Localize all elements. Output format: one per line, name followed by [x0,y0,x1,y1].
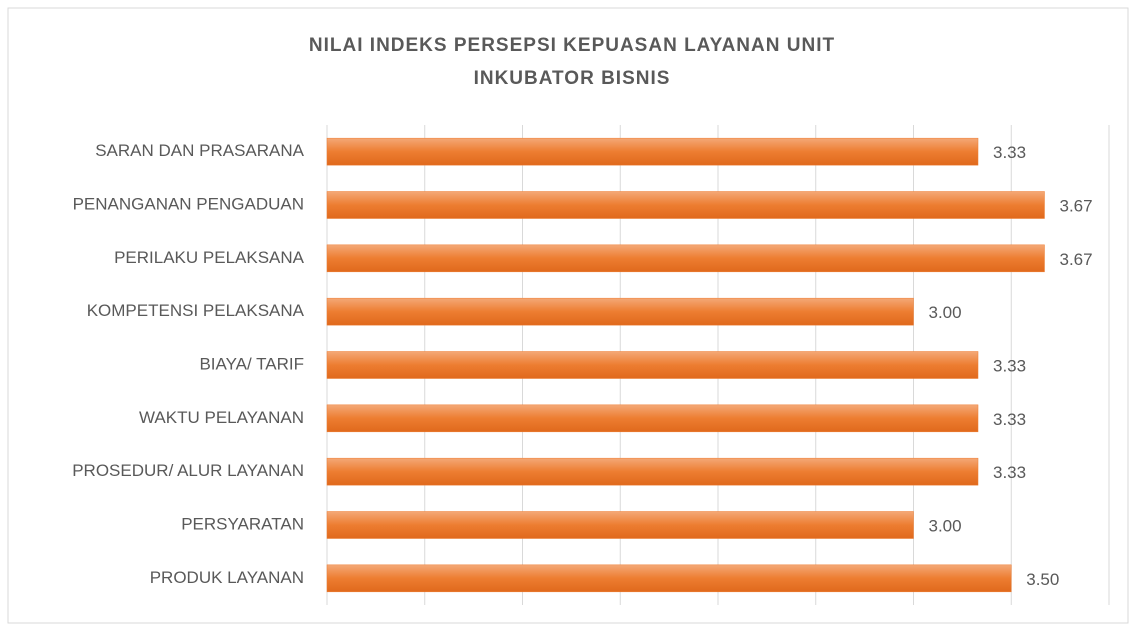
data-label: 3.67 [1059,196,1092,215]
chart-title: INKUBATOR BISNIS [474,68,671,89]
data-label: 3.67 [1059,250,1092,269]
bar [326,297,914,326]
y-tick-label: SARAN DAN PRASARANA [95,141,304,160]
bar [326,511,914,539]
y-tick-label: PROSEDUR/ ALUR LAYANAN [72,461,304,480]
bar [326,351,979,379]
bar [326,244,1045,273]
y-tick-label: BIAYA/ TARIF [199,354,304,373]
y-tick-label: WAKTU PELAYANAN [139,408,304,427]
y-tick-label: PRODUK LAYANAN [150,568,304,587]
data-label: 3.33 [993,410,1026,429]
bar [326,457,979,486]
y-tick-label: PERSYARATAN [181,514,304,533]
y-tick-label: KOMPETENSI PELAKSANA [87,301,305,320]
y-tick-label: PERILAKU PELAKSANA [114,248,305,267]
y-tick-label: PENANGANAN PENGADUAN [73,194,304,213]
data-label: 3.00 [929,303,962,322]
data-label: 3.33 [993,356,1026,375]
data-label: 3.00 [929,516,962,535]
bar [326,191,1045,219]
bar [326,137,979,166]
data-label: 3.33 [993,463,1026,482]
data-label: 3.33 [993,143,1026,162]
bar [326,404,979,433]
bar [326,564,1012,593]
data-label: 3.50 [1026,570,1059,589]
chart-title: NILAI INDEKS PERSEPSI KEPUASAN LAYANAN U… [309,35,835,56]
